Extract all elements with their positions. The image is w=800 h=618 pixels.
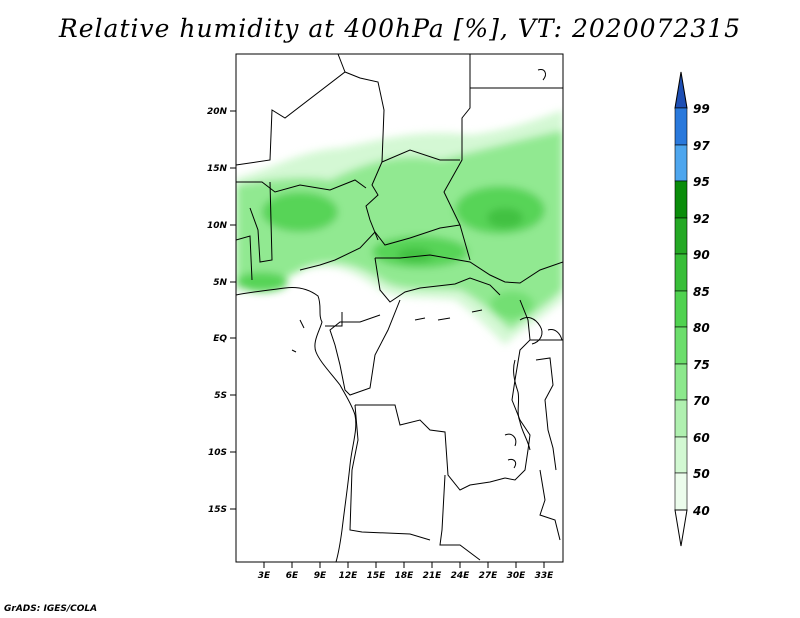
x-tick-label: 12E — [339, 571, 359, 581]
y-tick-label: 20N — [207, 107, 228, 117]
humidity-field — [236, 110, 563, 345]
colorbar-segment — [674, 290, 688, 328]
colorbar-segment — [674, 326, 688, 365]
colorbar-segment — [674, 180, 688, 219]
colorbar-label: 80 — [693, 321, 710, 335]
humidity-band-mid — [236, 130, 563, 330]
x-axis: 3E 6E 9E 12E 15E 18E 21E 24E 27E 30E 33E — [258, 562, 554, 581]
credit-text: GrADS: IGES/COLA — [4, 604, 98, 614]
colorbar-bottom-arrow — [674, 509, 688, 547]
colorbar-top-arrow — [674, 71, 688, 109]
colorbar-label: 95 — [693, 175, 710, 189]
y-tick-label: 5S — [214, 391, 227, 401]
humidity-core-peak — [487, 208, 523, 228]
colorbar-segment — [674, 436, 688, 474]
colorbar-label: 70 — [693, 394, 710, 408]
y-tick-label: 15S — [208, 505, 227, 515]
y-tick-label: 10N — [207, 221, 228, 231]
y-tick-label: EQ — [213, 334, 227, 344]
colorbar-segment — [674, 363, 688, 401]
x-tick-label: 30E — [507, 571, 527, 581]
colorbar-label: 50 — [693, 467, 710, 481]
humidity-core-lakes — [490, 291, 534, 319]
colorbar-label: 90 — [693, 248, 710, 262]
colorbar-segment — [674, 217, 688, 255]
y-tick-label: 15N — [207, 164, 228, 174]
x-tick-label: 9E — [314, 571, 327, 581]
colorbar-label: 60 — [693, 431, 710, 445]
colorbar-label: 85 — [693, 285, 710, 299]
x-tick-label: 33E — [535, 571, 555, 581]
colorbar: 99 97 95 92 90 85 80 75 70 60 50 40 — [674, 71, 710, 547]
country-borders — [236, 54, 563, 562]
map-title: Relative humidity at 400hPa [%], VT: 202… — [58, 14, 742, 43]
colorbar-label: 99 — [693, 102, 710, 116]
colorbar-segment — [674, 399, 688, 438]
y-tick-label: 5N — [213, 278, 227, 288]
colorbar-label: 40 — [692, 504, 710, 518]
x-tick-label: 21E — [423, 571, 443, 581]
colorbar-segment — [674, 107, 688, 146]
colorbar-segment — [674, 253, 688, 292]
colorbar-segment — [674, 144, 688, 182]
x-tick-label: 24E — [451, 571, 471, 581]
x-tick-label: 6E — [286, 571, 299, 581]
x-tick-label: 3E — [258, 571, 271, 581]
y-tick-label: 10S — [208, 448, 227, 458]
x-tick-label: 18E — [395, 571, 415, 581]
y-axis: 20N 15N 10N 5N EQ 5S 10S 15S — [207, 107, 236, 515]
map-frame — [235, 53, 564, 563]
x-tick-label: 15E — [367, 571, 387, 581]
colorbar-segment — [674, 472, 688, 511]
colorbar-label: 97 — [693, 139, 710, 153]
humidity-core-west — [262, 192, 338, 232]
colorbar-label: 75 — [693, 358, 710, 372]
colorbar-label: 92 — [693, 212, 710, 226]
x-tick-label: 27E — [479, 571, 499, 581]
humidity-core-coast — [236, 272, 288, 292]
humidity-core-peak2 — [397, 248, 433, 262]
